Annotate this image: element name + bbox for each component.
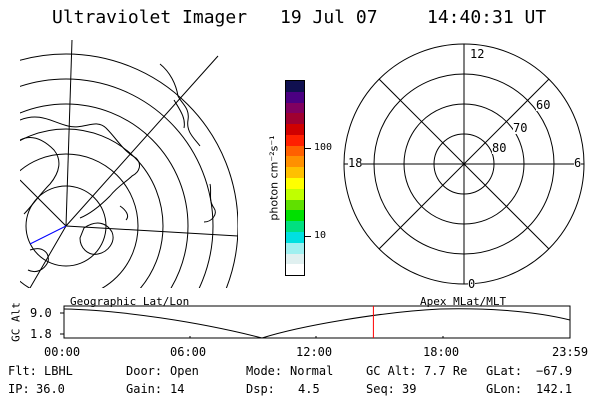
door-value: Open xyxy=(170,364,199,378)
colorbar-segment xyxy=(286,113,304,125)
mlt-label-right: 6 xyxy=(574,156,582,170)
altitude-curve xyxy=(63,308,571,339)
coastline xyxy=(27,248,49,273)
dsp-label: Dsp: xyxy=(246,382,275,396)
lat-circle xyxy=(20,128,164,288)
colorbar-segment xyxy=(286,102,304,114)
colorbar-segment xyxy=(286,199,304,211)
colorbar-segment xyxy=(286,178,304,189)
coastline xyxy=(20,116,140,219)
glat-value: −67.9 xyxy=(536,364,573,378)
colorbar-segment xyxy=(286,253,304,265)
colorbar-segment xyxy=(286,264,304,276)
colorbar-segment xyxy=(286,231,304,243)
mlt-line xyxy=(378,78,550,250)
colorbar-segment xyxy=(286,210,304,222)
colorbar-segment xyxy=(286,134,304,146)
colorbar xyxy=(285,80,305,276)
lat-circle xyxy=(20,78,214,288)
coastline xyxy=(119,205,129,221)
ip-label: IP: xyxy=(8,382,30,396)
coastline xyxy=(173,99,185,129)
coastline xyxy=(79,222,114,255)
seq-label: Seq: xyxy=(366,382,395,396)
glat-label: GLat: xyxy=(486,364,523,378)
colorbar-tick-label: 10 xyxy=(314,230,327,241)
meridian-line xyxy=(65,225,238,237)
timeline-xtick: 06:00 xyxy=(170,345,207,359)
blue-track-line xyxy=(29,225,67,245)
door-label: Door: xyxy=(126,364,163,378)
mlat-label-60: 60 xyxy=(536,98,551,112)
colorbar-segment xyxy=(286,242,304,254)
filter-value: LBHL xyxy=(44,364,73,378)
ip-value: 36.0 xyxy=(36,382,65,396)
app-title: Ultraviolet Imager xyxy=(52,7,248,28)
timeline-xtick: 00:00 xyxy=(44,345,81,359)
gc-alt-value: 7.7 Re xyxy=(424,364,468,378)
dsp-value: 4.5 xyxy=(298,382,320,396)
magnetic-map-caption: Apex MLat/MLT xyxy=(420,295,507,308)
meridian-line xyxy=(20,179,67,227)
image-date: 19 Jul 07 xyxy=(280,7,378,28)
mlat-label-80: 80 xyxy=(492,141,507,155)
colorbar-segment xyxy=(286,188,304,200)
mlt-label-left: 18 xyxy=(348,156,363,170)
lat-circle xyxy=(20,153,139,288)
colorbar-segment xyxy=(286,156,304,168)
timeline-xtick: 18:00 xyxy=(423,345,460,359)
colorbar-segment xyxy=(286,124,304,135)
glon-value: 142.1 xyxy=(536,382,573,396)
timeline-xtick: 23:59 xyxy=(552,345,589,359)
image-time: 14:40:31 UT xyxy=(427,7,547,28)
geographic-map-caption: Geographic Lat/Lon xyxy=(70,295,190,308)
filter-label: Flt: xyxy=(8,364,37,378)
meridian-line xyxy=(65,55,219,227)
gain-value: 14 xyxy=(170,382,185,396)
meridian-line xyxy=(65,40,73,227)
colorbar-segment xyxy=(286,221,304,232)
timeline-ytick: 9.0 xyxy=(30,306,52,320)
timeline-frame xyxy=(63,305,571,339)
colorbar-tick-100 xyxy=(305,148,311,149)
coastline xyxy=(159,63,201,147)
timeline-ytick: 1.8 xyxy=(30,327,52,341)
colorbar-tick-label: 100 xyxy=(314,142,333,153)
coastline xyxy=(20,137,60,215)
gc-alt-label: GC Alt: xyxy=(366,364,417,378)
glon-label: GLon: xyxy=(486,382,523,396)
colorbar-segment xyxy=(286,145,304,157)
colorbar-tick-10 xyxy=(305,236,311,237)
colorbar-segment xyxy=(286,167,304,179)
mlat-label-70: 70 xyxy=(513,121,528,135)
timeline-xtick: 12:00 xyxy=(296,345,333,359)
mlt-label-top: 12 xyxy=(470,47,485,61)
colorbar-segment xyxy=(286,81,304,92)
mlt-label-bottom: 0 xyxy=(468,277,476,291)
coastline xyxy=(203,183,216,223)
mode-value: Normal xyxy=(290,364,334,378)
colorbar-segment xyxy=(286,91,304,103)
lat-circle xyxy=(20,53,238,288)
lat-circle xyxy=(20,103,189,288)
seq-value: 39 xyxy=(402,382,417,396)
gain-label: Gain: xyxy=(126,382,163,396)
mode-label: Mode: xyxy=(246,364,283,378)
timeline-ylabel: GC Alt xyxy=(9,302,23,342)
